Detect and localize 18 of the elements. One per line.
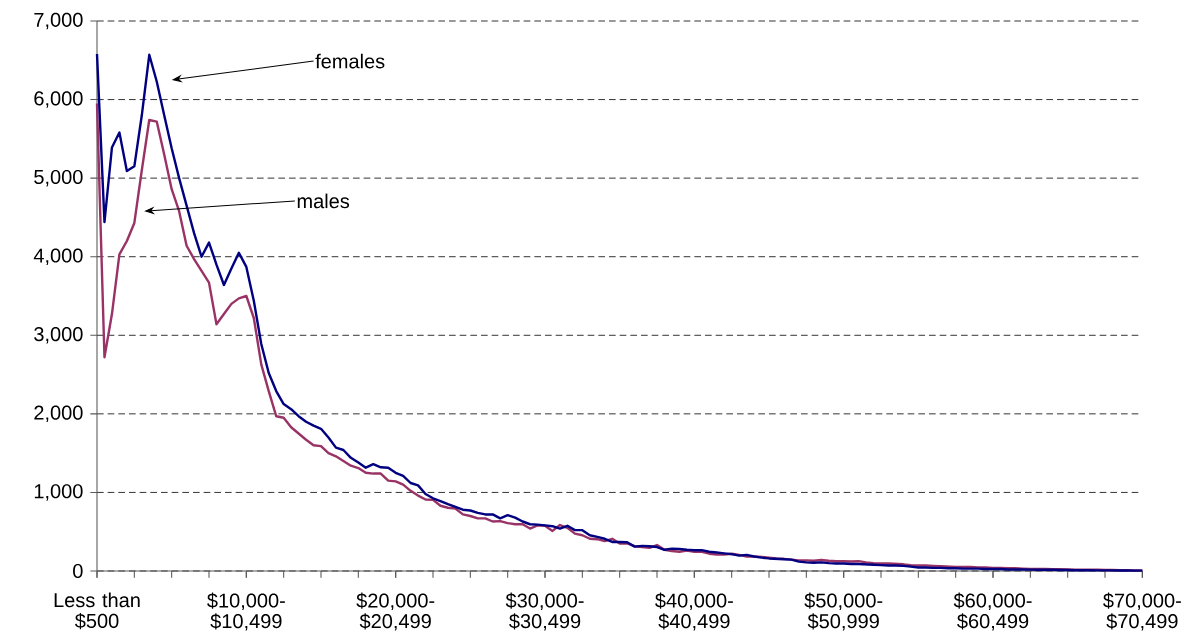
y-tick-label: 4,000 (33, 248, 83, 265)
x-tick-label: $10,000-$10,499 (207, 592, 285, 631)
y-tick-label: 7,000 (34, 12, 83, 30)
y-tick-label: 1,000 (34, 484, 83, 501)
x-tick-label: $30,000-$30,499 (505, 592, 584, 631)
x-tick-label: $20,000-$20,499 (356, 592, 435, 631)
annotation: females (315, 53, 385, 69)
x-tick-label: $70,000-$70,499 (1103, 592, 1181, 631)
x-tick-label: $60,000-$60,499 (953, 592, 1032, 631)
y-tick-label: 3,000 (34, 327, 83, 344)
annotation: males (297, 193, 350, 209)
y-tick-label: 2,000 (34, 405, 83, 423)
x-tick-label: $40,000-$40,499 (655, 592, 733, 631)
x-tick-label: Less than $500 (54, 592, 140, 630)
y-tick-label: 0 (73, 563, 83, 579)
x-tick-label: $50,000-$50,999 (804, 592, 883, 631)
y-tick-label: 5,000 (34, 169, 83, 187)
y-tick-label: 6,000 (34, 91, 83, 108)
